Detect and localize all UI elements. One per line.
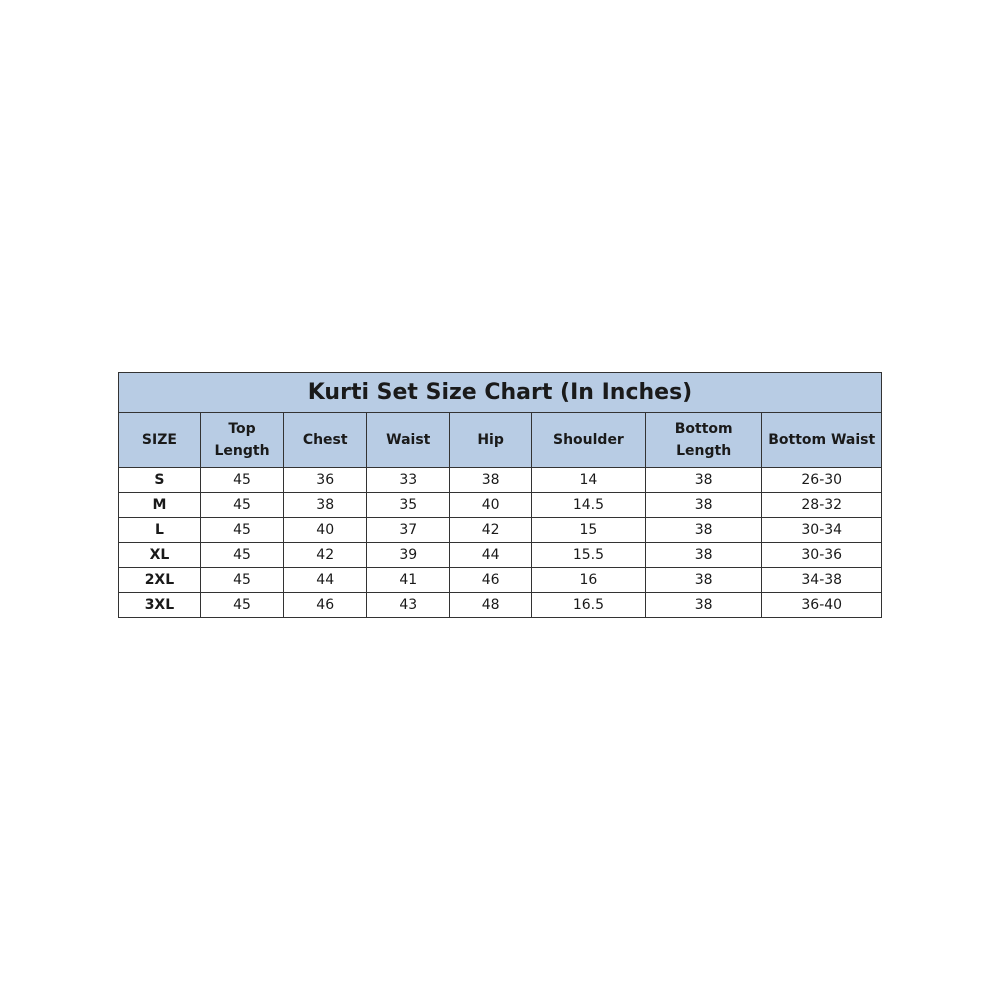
value-cell: 44 <box>449 542 532 568</box>
value-cell: 38 <box>449 467 532 493</box>
size-cell: L <box>118 517 201 543</box>
value-cell: 38 <box>644 492 763 518</box>
value-cell: 14.5 <box>530 492 646 518</box>
value-cell: 34-38 <box>761 567 882 593</box>
value-cell: 30-34 <box>761 517 882 543</box>
value-cell: 33 <box>366 467 451 493</box>
size-cell: 3XL <box>118 592 201 618</box>
size-cell: XL <box>118 542 201 568</box>
table-row: 3XL 45 46 43 48 16.5 38 36-40 <box>118 592 882 618</box>
column-header: Top Length <box>199 412 285 468</box>
value-cell: 15.5 <box>530 542 646 568</box>
value-cell: 44 <box>283 567 368 593</box>
value-cell: 40 <box>449 492 532 518</box>
table-row: M 45 38 35 40 14.5 38 28-32 <box>118 492 882 518</box>
size-cell: S <box>118 467 201 493</box>
table-row: 2XL 45 44 41 46 16 38 34-38 <box>118 567 882 593</box>
value-cell: 35 <box>366 492 451 518</box>
value-cell: 46 <box>449 567 532 593</box>
value-cell: 45 <box>199 492 285 518</box>
value-cell: 30-36 <box>761 542 882 568</box>
value-cell: 45 <box>199 592 285 618</box>
value-cell: 26-30 <box>761 467 882 493</box>
value-cell: 45 <box>199 542 285 568</box>
column-header: Waist <box>366 412 451 468</box>
value-cell: 16 <box>530 567 646 593</box>
column-header: SIZE <box>118 412 201 468</box>
column-header: Shoulder <box>530 412 646 468</box>
value-cell: 38 <box>644 517 763 543</box>
value-cell: 38 <box>644 542 763 568</box>
table-body: S 45 36 33 38 14 38 26-30 M 45 38 35 40 14.5 38 28-32 L 4… <box>118 467 882 618</box>
header-row: SIZE Top Length Chest Waist Hip Shoulder Botto… <box>118 412 882 468</box>
table-row: XL 45 42 39 44 15.5 38 30-36 <box>118 542 882 568</box>
value-cell: 38 <box>644 592 763 618</box>
size-cell: 2XL <box>118 567 201 593</box>
value-cell: 14 <box>530 467 646 493</box>
value-cell: 38 <box>283 492 368 518</box>
table-title: Kurti Set Size Chart (In Inches) <box>118 372 882 413</box>
table-row: L 45 40 37 42 15 38 30-34 <box>118 517 882 543</box>
value-cell: 46 <box>283 592 368 618</box>
value-cell: 38 <box>644 567 763 593</box>
column-header: Chest <box>283 412 368 468</box>
value-cell: 40 <box>283 517 368 543</box>
value-cell: 45 <box>199 467 285 493</box>
value-cell: 37 <box>366 517 451 543</box>
column-header: Hip <box>449 412 532 468</box>
value-cell: 45 <box>199 567 285 593</box>
size-cell: M <box>118 492 201 518</box>
value-cell: 48 <box>449 592 532 618</box>
value-cell: 28-32 <box>761 492 882 518</box>
column-header: Bottom Waist <box>761 412 882 468</box>
value-cell: 42 <box>283 542 368 568</box>
value-cell: 36-40 <box>761 592 882 618</box>
value-cell: 42 <box>449 517 532 543</box>
value-cell: 38 <box>644 467 763 493</box>
value-cell: 41 <box>366 567 451 593</box>
value-cell: 16.5 <box>530 592 646 618</box>
value-cell: 45 <box>199 517 285 543</box>
value-cell: 15 <box>530 517 646 543</box>
size-chart-table: Kurti Set Size Chart (In Inches) SIZE Top… <box>118 372 882 618</box>
column-header: Bottom Length <box>644 412 763 468</box>
value-cell: 36 <box>283 467 368 493</box>
value-cell: 43 <box>366 592 451 618</box>
value-cell: 39 <box>366 542 451 568</box>
table-row: S 45 36 33 38 14 38 26-30 <box>118 467 882 493</box>
